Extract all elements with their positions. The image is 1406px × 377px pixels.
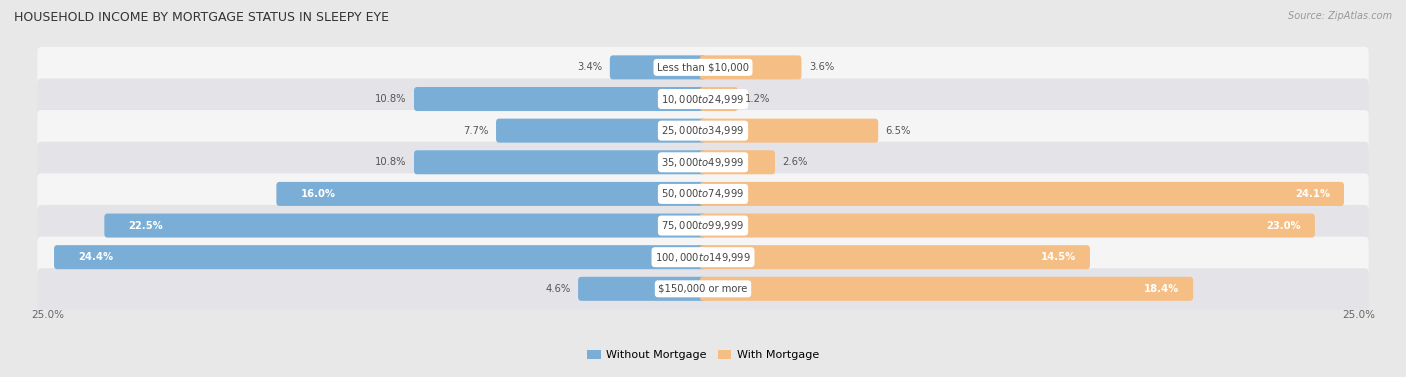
- Text: 2.6%: 2.6%: [782, 157, 808, 167]
- FancyBboxPatch shape: [700, 245, 1090, 269]
- Text: $35,000 to $49,999: $35,000 to $49,999: [661, 156, 745, 169]
- Text: HOUSEHOLD INCOME BY MORTGAGE STATUS IN SLEEPY EYE: HOUSEHOLD INCOME BY MORTGAGE STATUS IN S…: [14, 11, 389, 24]
- FancyBboxPatch shape: [38, 142, 1368, 183]
- FancyBboxPatch shape: [413, 150, 706, 174]
- FancyBboxPatch shape: [53, 245, 706, 269]
- Text: 22.5%: 22.5%: [129, 221, 163, 231]
- Text: 25.0%: 25.0%: [31, 310, 63, 320]
- Text: 4.6%: 4.6%: [546, 284, 571, 294]
- Text: Source: ZipAtlas.com: Source: ZipAtlas.com: [1288, 11, 1392, 21]
- FancyBboxPatch shape: [496, 119, 706, 143]
- FancyBboxPatch shape: [700, 55, 801, 80]
- FancyBboxPatch shape: [700, 150, 775, 174]
- Text: 7.7%: 7.7%: [463, 126, 489, 136]
- FancyBboxPatch shape: [700, 87, 738, 111]
- Text: $75,000 to $99,999: $75,000 to $99,999: [661, 219, 745, 232]
- Text: 16.0%: 16.0%: [301, 189, 336, 199]
- FancyBboxPatch shape: [700, 277, 1194, 301]
- Text: 3.4%: 3.4%: [578, 62, 602, 72]
- Text: $100,000 to $149,999: $100,000 to $149,999: [655, 251, 751, 264]
- Text: $50,000 to $74,999: $50,000 to $74,999: [661, 187, 745, 201]
- Text: 23.0%: 23.0%: [1267, 221, 1301, 231]
- Text: $150,000 or more: $150,000 or more: [658, 284, 748, 294]
- Legend: Without Mortgage, With Mortgage: Without Mortgage, With Mortgage: [582, 345, 824, 365]
- FancyBboxPatch shape: [413, 87, 706, 111]
- FancyBboxPatch shape: [610, 55, 706, 80]
- FancyBboxPatch shape: [578, 277, 706, 301]
- FancyBboxPatch shape: [700, 213, 1315, 238]
- Text: 18.4%: 18.4%: [1144, 284, 1180, 294]
- FancyBboxPatch shape: [700, 182, 1344, 206]
- FancyBboxPatch shape: [38, 47, 1368, 88]
- FancyBboxPatch shape: [38, 78, 1368, 120]
- Text: 25.0%: 25.0%: [1343, 310, 1375, 320]
- Text: Less than $10,000: Less than $10,000: [657, 62, 749, 72]
- Text: 6.5%: 6.5%: [886, 126, 911, 136]
- Text: 1.2%: 1.2%: [745, 94, 770, 104]
- FancyBboxPatch shape: [38, 110, 1368, 151]
- FancyBboxPatch shape: [38, 268, 1368, 310]
- Text: $25,000 to $34,999: $25,000 to $34,999: [661, 124, 745, 137]
- Text: 10.8%: 10.8%: [375, 157, 406, 167]
- FancyBboxPatch shape: [277, 182, 706, 206]
- Text: 24.1%: 24.1%: [1295, 189, 1330, 199]
- Text: 3.6%: 3.6%: [808, 62, 834, 72]
- FancyBboxPatch shape: [700, 119, 879, 143]
- Text: $10,000 to $24,999: $10,000 to $24,999: [661, 92, 745, 106]
- FancyBboxPatch shape: [38, 237, 1368, 278]
- FancyBboxPatch shape: [38, 205, 1368, 246]
- Text: 10.8%: 10.8%: [375, 94, 406, 104]
- Text: 24.4%: 24.4%: [79, 252, 114, 262]
- FancyBboxPatch shape: [104, 213, 706, 238]
- Text: 14.5%: 14.5%: [1040, 252, 1076, 262]
- FancyBboxPatch shape: [38, 173, 1368, 215]
